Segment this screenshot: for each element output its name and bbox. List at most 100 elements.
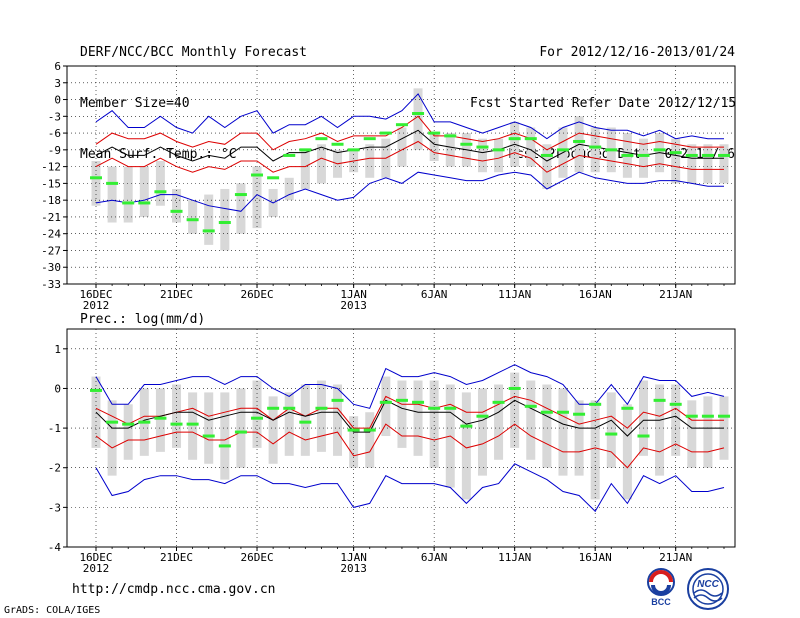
ensemble-box	[220, 392, 230, 480]
ensemble-box	[606, 392, 616, 468]
ensemble-box	[252, 380, 262, 448]
ensemble-box	[155, 388, 165, 452]
ensemble-box	[284, 392, 294, 456]
x-tick-label: 26DEC	[240, 288, 273, 301]
ensemble-box	[526, 380, 536, 460]
ensemble-box	[365, 144, 375, 178]
ensemble-box	[365, 412, 375, 468]
observed-marker	[218, 221, 231, 225]
series-max-line	[95, 93, 724, 140]
ensemble-box	[494, 138, 504, 173]
y-tick-label: -1	[48, 422, 61, 435]
ensemble-box	[671, 138, 681, 184]
x-tick-label: 21DEC	[160, 551, 193, 564]
x-tick-label: 16DEC	[79, 288, 112, 301]
ensemble-box	[316, 144, 326, 184]
observed-marker	[202, 434, 215, 438]
bcc-logo: BCC	[647, 568, 675, 607]
observed-marker	[267, 406, 280, 410]
series-upper-line	[95, 395, 724, 429]
ensemble-box	[155, 161, 165, 206]
y-tick-label: -30	[41, 261, 61, 274]
ncc-logo: NCC	[687, 568, 729, 610]
observed-marker	[412, 112, 425, 116]
observed-marker	[653, 398, 666, 402]
observed-marker	[379, 131, 392, 135]
observed-marker	[170, 422, 183, 426]
x-tick-label: 6JAN	[421, 288, 448, 301]
ensemble-box	[252, 166, 262, 229]
observed-marker	[202, 229, 215, 233]
observed-marker	[412, 400, 425, 404]
ensemble-box	[687, 400, 697, 468]
ensemble-box	[703, 396, 713, 468]
ensemble-box	[236, 388, 246, 468]
observed-marker	[524, 137, 537, 141]
y-tick-label: 6	[54, 60, 61, 73]
x-tick-label: 21DEC	[160, 288, 193, 301]
ensemble-box	[477, 138, 487, 173]
ensemble-box	[558, 388, 568, 476]
x-tick-label: 21JAN	[659, 288, 692, 301]
ensemble-box	[204, 392, 214, 464]
observed-marker	[234, 430, 247, 434]
observed-marker	[589, 402, 602, 406]
observed-marker	[476, 145, 489, 149]
observed-marker	[621, 153, 634, 157]
ensemble-box	[429, 133, 439, 162]
observed-marker	[492, 400, 505, 404]
ensemble-box	[413, 88, 423, 150]
observed-marker	[395, 123, 408, 127]
observed-marker	[395, 398, 408, 402]
observed-marker	[379, 400, 392, 404]
precipitation-title: Prec.: log(mm/d)	[80, 312, 205, 327]
ensemble-box	[123, 166, 133, 223]
observed-marker	[508, 386, 521, 390]
y-tick-label: 1	[54, 343, 61, 356]
ensemble-box	[300, 384, 310, 456]
series-mean-line	[95, 129, 724, 162]
observed-marker	[251, 416, 264, 420]
observed-marker	[685, 153, 698, 157]
observed-marker	[718, 153, 730, 157]
observed-marker	[138, 201, 151, 205]
ensemble-box	[236, 183, 246, 234]
observed-marker	[637, 153, 650, 157]
chart-title: DERF/NCC/BCC Monthly Forecast	[80, 45, 307, 60]
observed-marker	[685, 414, 698, 418]
ensemble-box	[719, 144, 729, 184]
ensemble-box	[284, 177, 294, 201]
ensemble-box	[461, 392, 471, 500]
observed-marker	[476, 414, 489, 418]
y-tick-label: -33	[41, 278, 61, 291]
ensemble-box	[494, 384, 504, 460]
observed-marker	[653, 148, 666, 152]
observed-marker	[589, 145, 602, 149]
ensemble-box	[687, 144, 697, 184]
observed-marker	[718, 414, 730, 418]
y-tick-label: -3	[48, 110, 61, 123]
observed-marker	[122, 201, 135, 205]
observed-marker	[524, 404, 537, 408]
source-url[interactable]: http://cmdp.ncc.cma.gov.cn	[72, 582, 276, 597]
y-tick-label: -6	[48, 127, 61, 140]
ensemble-box	[542, 384, 552, 468]
observed-marker	[444, 406, 457, 410]
observed-marker	[444, 134, 457, 138]
observed-marker	[605, 432, 618, 436]
ensemble-box	[703, 144, 713, 184]
x-year-label: 2012	[83, 562, 110, 575]
y-tick-label: -3	[48, 501, 61, 514]
observed-marker	[540, 410, 553, 414]
observed-marker	[299, 148, 312, 152]
observed-marker	[669, 151, 682, 155]
ensemble-box	[671, 384, 681, 456]
ensemble-box	[397, 380, 407, 448]
ensemble-box	[429, 380, 439, 468]
series-lower-line	[95, 140, 724, 173]
observed-marker	[186, 422, 199, 426]
x-year-label: 2013	[340, 299, 367, 312]
ensemble-box	[445, 133, 455, 167]
y-tick-label: -27	[41, 244, 61, 257]
